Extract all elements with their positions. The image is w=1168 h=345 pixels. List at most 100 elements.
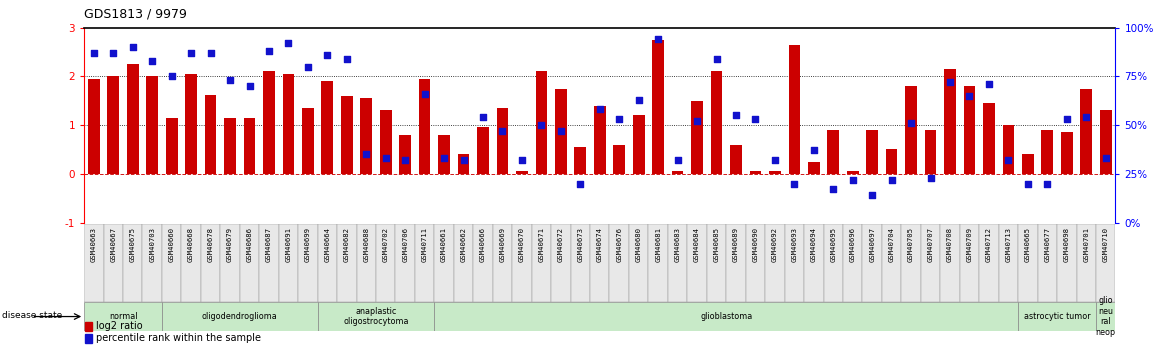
Text: GDS1813 / 9979: GDS1813 / 9979 (84, 7, 187, 20)
Bar (862, 224, 882, 302)
Text: GSM40686: GSM40686 (246, 227, 252, 262)
Bar (652, 40, 663, 174)
Bar (85, 322, 92, 331)
Bar (536, 71, 548, 174)
Bar (925, 130, 937, 174)
Bar (788, 45, 800, 174)
Bar (1057, 224, 1077, 302)
Text: normal: normal (109, 312, 138, 321)
Bar (107, 76, 119, 174)
Text: glioblastoma: glioblastoma (700, 312, 752, 321)
Bar (1018, 303, 1096, 331)
Bar (769, 171, 780, 174)
Bar (283, 74, 294, 174)
Text: GSM40682: GSM40682 (343, 227, 349, 262)
Text: oligodendroglioma: oligodendroglioma (202, 312, 278, 321)
Text: GSM40703: GSM40703 (150, 227, 155, 262)
Bar (259, 224, 279, 302)
Text: GSM40707: GSM40707 (927, 227, 933, 262)
Point (940, 79, 959, 85)
Bar (458, 154, 470, 174)
Text: GSM40680: GSM40680 (635, 227, 641, 262)
Bar (318, 303, 434, 331)
Point (454, 157, 473, 163)
Text: GSM40678: GSM40678 (208, 227, 214, 262)
Bar (613, 145, 625, 174)
Bar (885, 149, 897, 174)
Text: astrocytic tumor: astrocytic tumor (1023, 312, 1091, 321)
Bar (201, 224, 221, 302)
Point (805, 148, 823, 153)
Point (551, 128, 570, 134)
Text: GSM40663: GSM40663 (91, 227, 97, 262)
Text: GSM40675: GSM40675 (130, 227, 135, 262)
Bar (478, 128, 489, 174)
Bar (745, 224, 765, 302)
Point (746, 117, 765, 122)
Bar (204, 95, 216, 174)
Point (902, 120, 920, 126)
Bar (1077, 224, 1096, 302)
Text: GSM40711: GSM40711 (422, 227, 427, 262)
Text: disease state: disease state (2, 310, 63, 319)
Point (533, 122, 551, 128)
Bar (513, 224, 531, 302)
Text: GSM40691: GSM40691 (285, 227, 292, 262)
Bar (221, 224, 239, 302)
Text: log2 ratio: log2 ratio (96, 322, 142, 332)
Point (493, 128, 512, 134)
Point (338, 56, 356, 61)
Point (434, 156, 453, 161)
Bar (361, 98, 373, 174)
Point (960, 93, 979, 99)
Text: GSM40661: GSM40661 (442, 227, 447, 262)
Text: GSM40696: GSM40696 (850, 227, 856, 262)
Bar (493, 224, 513, 302)
Point (999, 157, 1017, 163)
Bar (303, 108, 314, 174)
Bar (1096, 224, 1115, 302)
Point (668, 157, 687, 163)
Text: GSM40668: GSM40668 (188, 227, 194, 262)
Point (279, 40, 298, 46)
Text: GSM40706: GSM40706 (402, 227, 408, 262)
Bar (668, 224, 687, 302)
Bar (1018, 224, 1037, 302)
Bar (1022, 154, 1034, 174)
Bar (960, 224, 979, 302)
Bar (847, 171, 858, 174)
Bar (415, 224, 434, 302)
Text: percentile rank within the sample: percentile rank within the sample (96, 334, 262, 344)
Point (707, 56, 725, 61)
Bar (146, 76, 158, 174)
Bar (356, 224, 376, 302)
Point (843, 177, 862, 183)
Bar (920, 224, 940, 302)
Point (376, 156, 395, 161)
Bar (823, 224, 843, 302)
Bar (785, 224, 804, 302)
Bar (595, 106, 605, 174)
Point (162, 73, 181, 79)
Text: GSM40698: GSM40698 (1064, 227, 1070, 262)
Point (416, 91, 434, 97)
Point (241, 83, 259, 89)
Bar (338, 224, 356, 302)
Bar (691, 101, 703, 174)
Bar (687, 224, 707, 302)
Bar (628, 224, 648, 302)
Bar (244, 118, 256, 174)
Bar (765, 224, 785, 302)
Bar (84, 303, 162, 331)
Bar (590, 224, 610, 302)
Bar (380, 110, 391, 174)
Bar (181, 224, 201, 302)
Text: GSM40697: GSM40697 (869, 227, 875, 262)
Text: GSM40708: GSM40708 (947, 227, 953, 262)
Point (474, 115, 493, 120)
Bar (648, 224, 668, 302)
Bar (166, 118, 178, 174)
Bar (979, 224, 999, 302)
Text: GSM40672: GSM40672 (558, 227, 564, 262)
Text: GSM40662: GSM40662 (460, 227, 466, 262)
